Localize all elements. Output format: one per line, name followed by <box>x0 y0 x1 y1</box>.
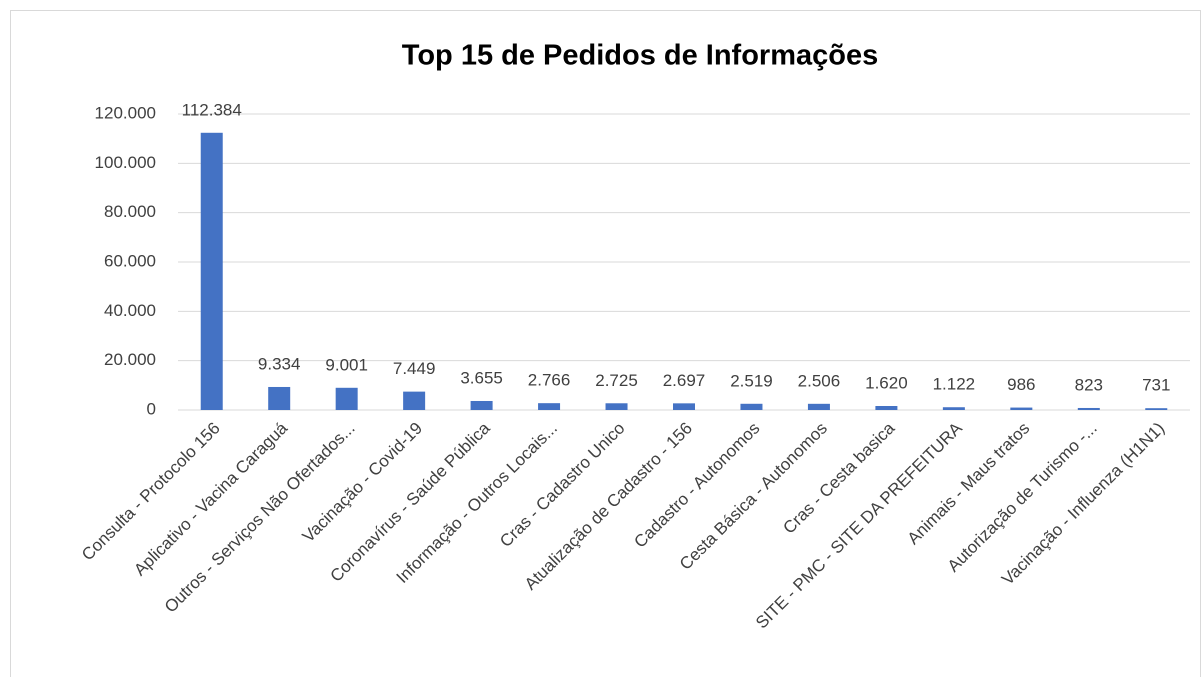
bar <box>1145 408 1168 410</box>
bar <box>538 403 561 410</box>
data-label: 2.506 <box>798 371 841 390</box>
bar <box>807 403 830 410</box>
data-label: 2.766 <box>528 371 571 390</box>
data-label: 9.001 <box>325 355 368 374</box>
y-tick-label: 80.000 <box>104 202 156 221</box>
data-label: 2.725 <box>595 371 638 390</box>
bar <box>268 386 291 410</box>
bar <box>605 403 628 410</box>
data-label: 2.697 <box>663 371 706 390</box>
bar <box>875 406 898 410</box>
data-label: 731 <box>1142 376 1170 395</box>
data-label: 9.334 <box>258 354 301 373</box>
bar <box>403 391 426 410</box>
data-label: 2.519 <box>730 371 773 390</box>
bar <box>470 400 493 410</box>
y-tick-label: 40.000 <box>104 301 156 320</box>
chart-title: Top 15 de Pedidos de Informações <box>402 40 878 72</box>
bar <box>942 407 965 410</box>
data-label: 3.655 <box>460 368 503 387</box>
bar <box>335 387 358 410</box>
y-tick-label: 20.000 <box>104 350 156 369</box>
data-label: 986 <box>1007 375 1035 394</box>
data-label: 112.384 <box>182 100 242 119</box>
bar <box>673 403 695 410</box>
bar <box>1077 407 1100 410</box>
y-tick-label: 60.000 <box>104 251 156 270</box>
data-label: 1.620 <box>865 373 908 392</box>
bar <box>200 132 223 410</box>
y-tick-label: 0 <box>147 399 156 418</box>
bar <box>1010 407 1033 410</box>
y-tick-label: 120.000 <box>95 103 156 122</box>
bar <box>740 403 763 410</box>
data-label: 823 <box>1075 375 1103 394</box>
y-tick-label: 100.000 <box>95 153 156 172</box>
data-label: 1.122 <box>933 375 976 394</box>
data-label: 7.449 <box>393 359 436 378</box>
